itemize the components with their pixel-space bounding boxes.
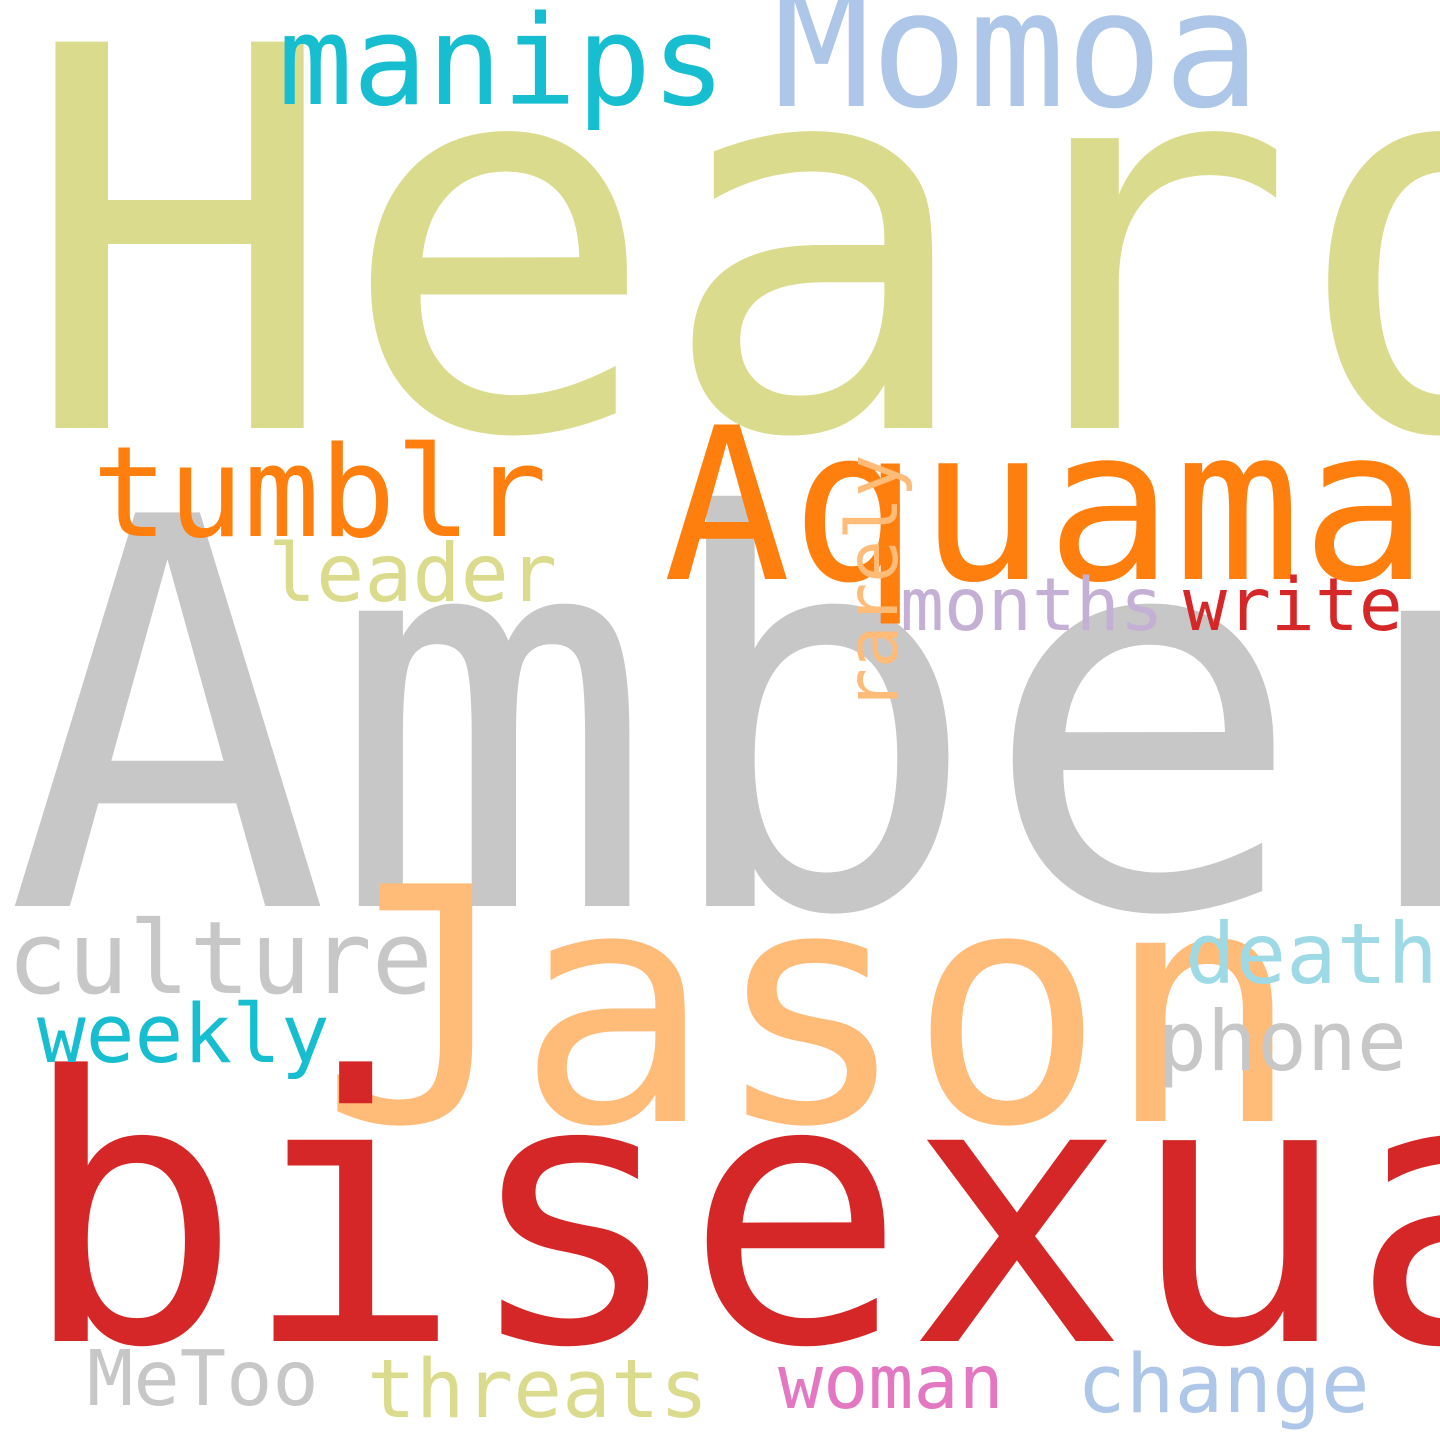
word-bisexual: bisexual: [20, 999, 1440, 1428]
word-woman: woman: [778, 1338, 1004, 1426]
word-culture: culture: [7, 899, 433, 1017]
word-leader: leader: [268, 527, 557, 620]
word-aquaman: Aquaman: [663, 382, 1440, 629]
word-phone: phone: [1157, 993, 1407, 1090]
word-tumblr: tumblr: [92, 419, 548, 566]
word-death: death: [1185, 905, 1438, 1003]
word-amber: Amber: [5, 406, 1440, 1034]
word-change: change: [1077, 1338, 1370, 1432]
word-momoa: Momoa: [773, 0, 1261, 145]
word-weekly: weekly: [37, 988, 330, 1082]
word-write: write: [1183, 563, 1403, 648]
word-months: months: [900, 563, 1164, 648]
word-jason: Jason: [320, 818, 1302, 1198]
word-rarely: rarely: [831, 454, 914, 711]
word-threats: threats: [367, 1343, 709, 1437]
word-metoo: MeToo: [87, 1335, 319, 1424]
word-heard: Heard: [20, 0, 1440, 553]
word-manips: manips: [278, 0, 726, 134]
